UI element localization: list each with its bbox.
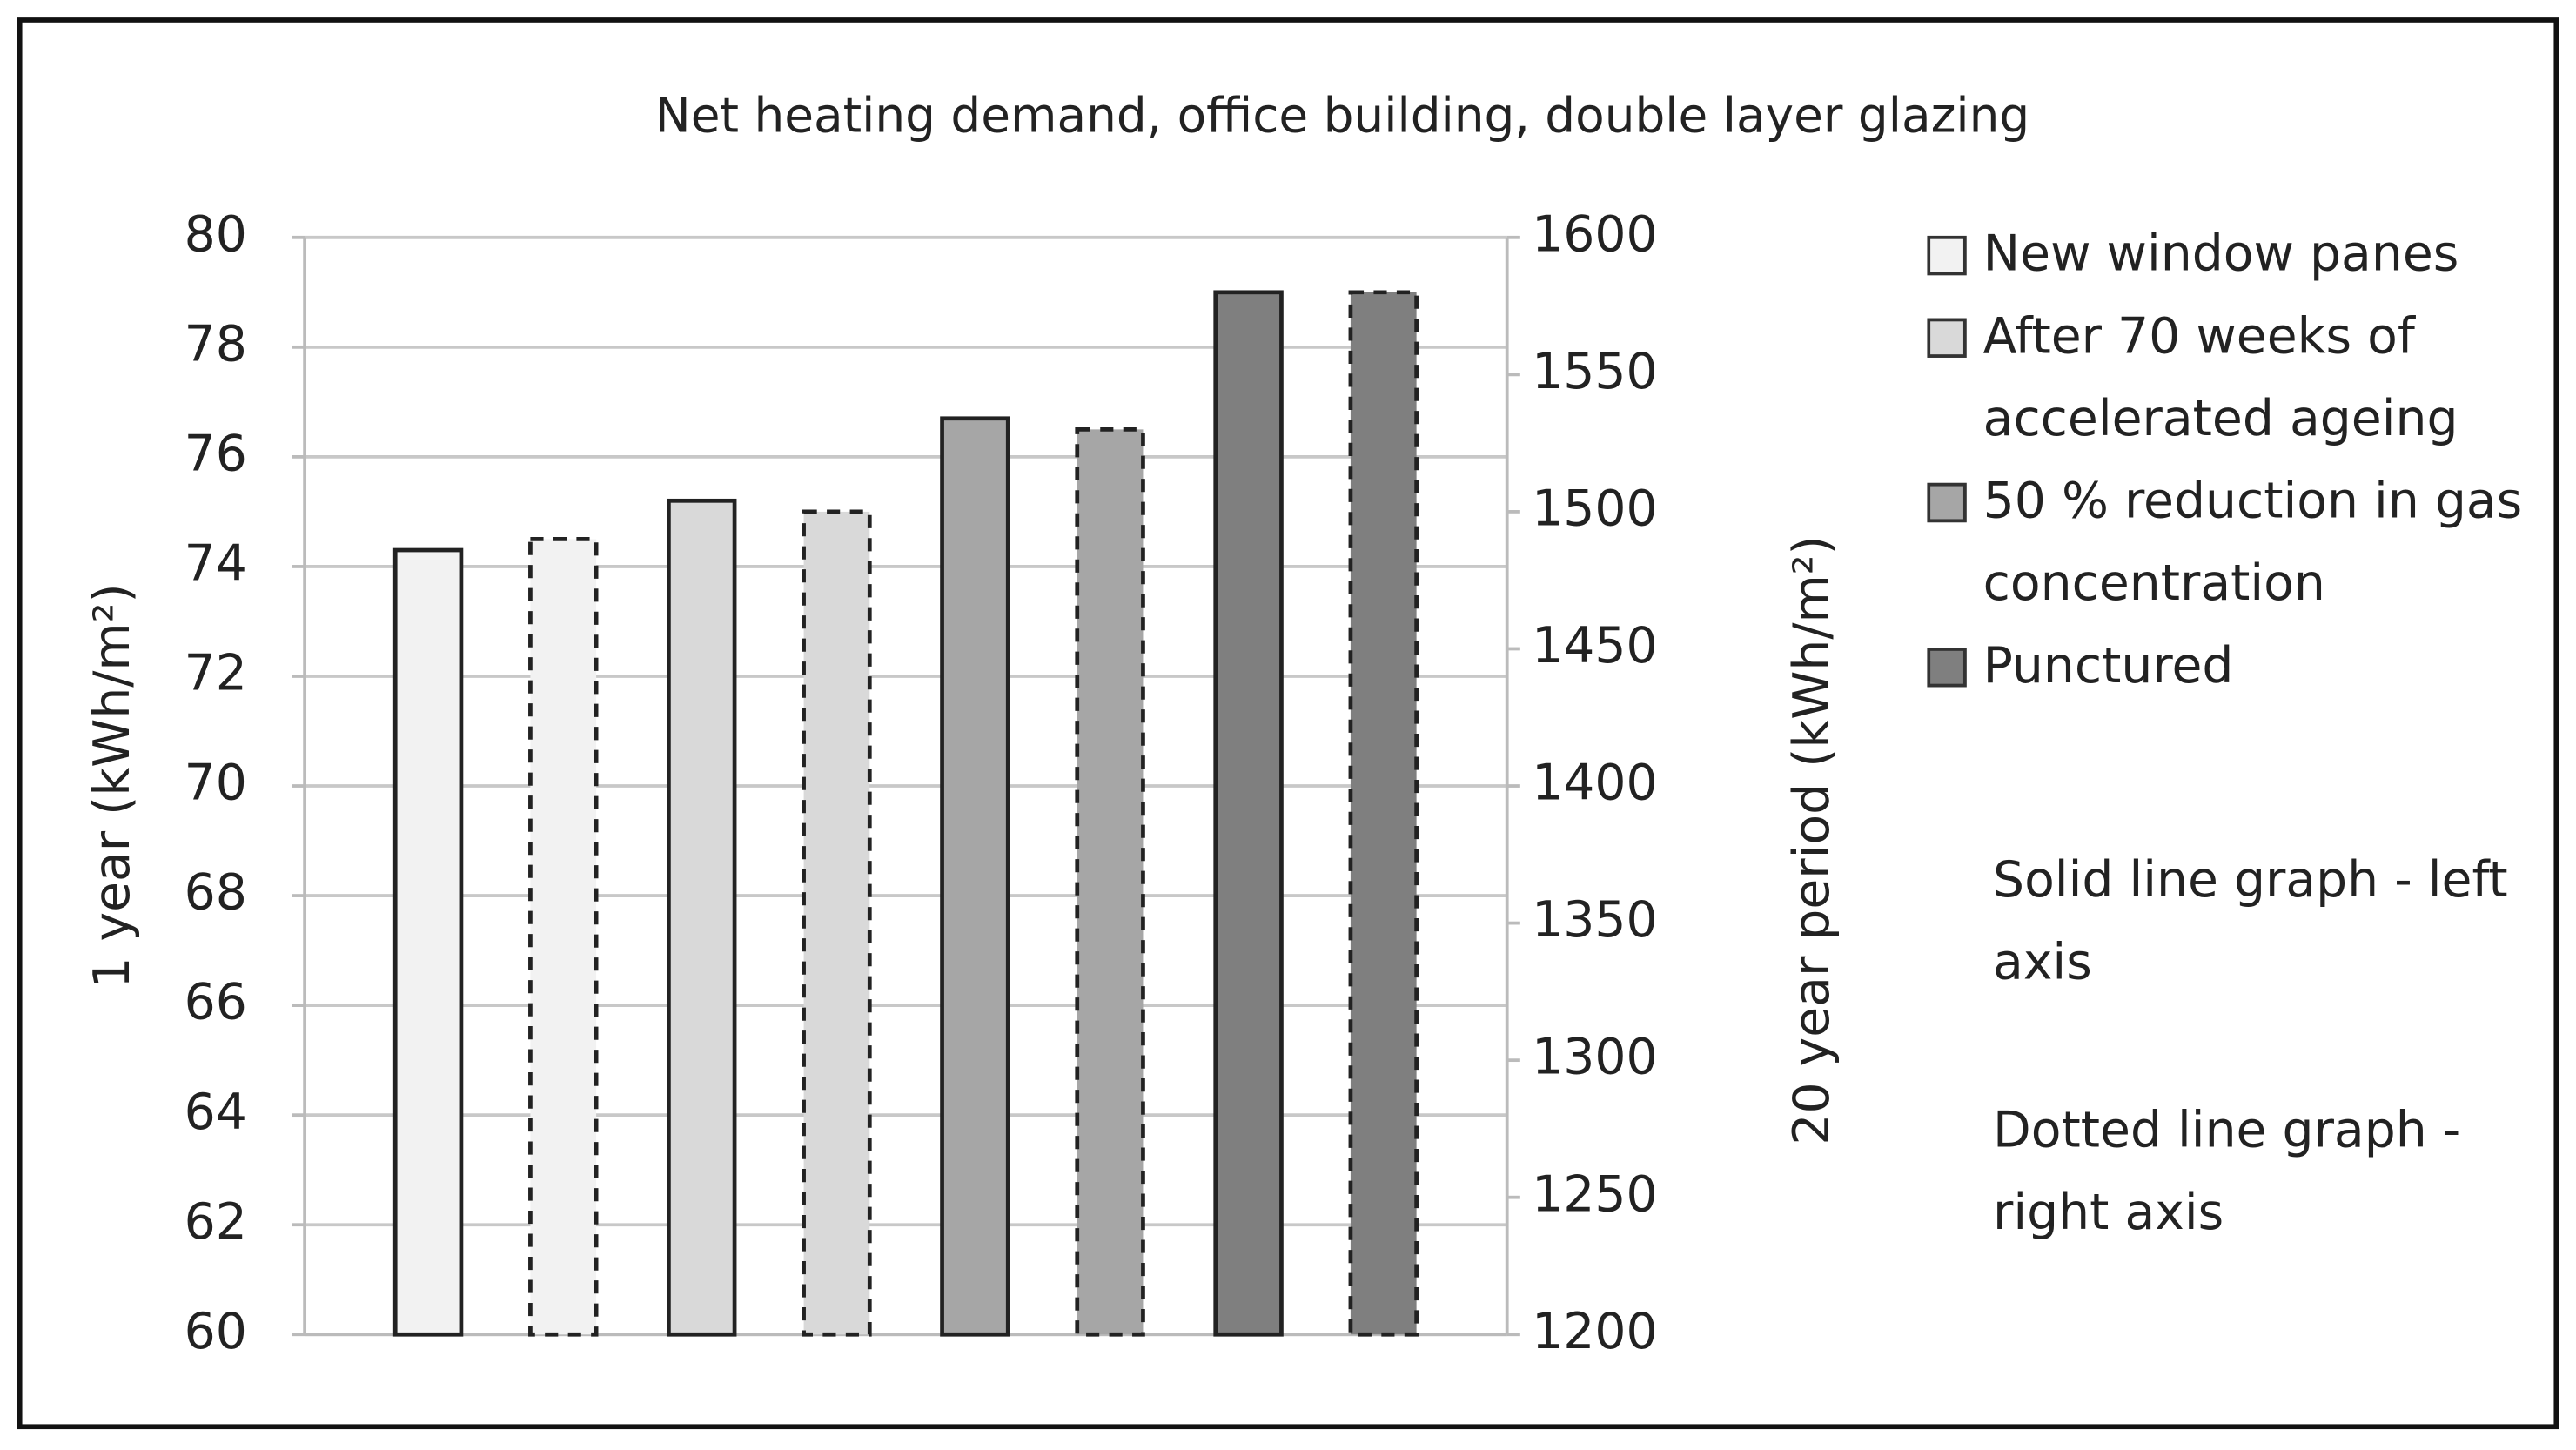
y2-tick-label: 1300 [1532,1029,1657,1086]
legend-box: New window panes After 70 weeks of accele… [1927,214,2561,1255]
note: Dotted line graph - right axis [1993,1102,2461,1243]
legend-item: Punctured [1927,626,2561,708]
y-tick-label: 74 [184,535,247,593]
bar-y2 [528,537,599,1337]
y-tick-label: 72 [184,645,247,702]
y2-tick-label: 1250 [1532,1165,1657,1223]
y2-tick-label: 1550 [1532,343,1657,400]
bar-y2 [1075,427,1145,1337]
legend-label: Punctured [1982,637,2234,695]
y2-tick-label: 1350 [1532,891,1657,949]
bar [392,547,464,1337]
y2-tick-label: 1450 [1532,617,1657,675]
chart-title: Net heating demand, office building, dou… [655,88,2030,144]
y-tick-label: 80 [184,205,247,263]
y-axis-label: 1 year (kWh/m²) [84,583,141,988]
legend-item: After 70 weeks of accelerated ageing [1927,297,2561,461]
y-tick-label: 76 [184,425,247,482]
legend-label: 50 % reduction in gas concentration [1982,473,2523,614]
legend-swatch [1927,648,1967,688]
legend-swatch [1927,318,1967,358]
legend-label: After 70 weeks of accelerated ageing [1982,308,2459,449]
y2-axis-label: 20 year period (kWh/m²) [1783,535,1841,1145]
legend-swatch [1927,235,1967,276]
legend: New window panes After 70 weeks of accele… [1927,214,2561,1255]
bar-y2 [802,509,872,1337]
bar [667,498,737,1337]
y2-tick-label: 1200 [1532,1303,1657,1360]
y-tick-label: 70 [184,755,247,812]
y2-tick-label: 1500 [1532,480,1657,538]
legend-swatch [1927,482,1967,523]
y-tick-label: 64 [184,1084,247,1141]
y-tick-label: 68 [184,864,247,922]
legend-item: New window panes [1927,214,2561,297]
legend-label: New window panes [1982,225,2459,284]
bar [1213,290,1284,1337]
legend-item: 50 % reduction in gas concentration [1927,461,2561,626]
note: Solid line graph - left axis [1993,851,2508,992]
y-tick-label: 66 [184,974,247,1031]
y-tick-label: 60 [184,1303,247,1360]
y2-tick-label: 1400 [1532,755,1657,812]
y2-tick-label: 1600 [1532,205,1657,263]
bar-y2 [1348,290,1419,1337]
y-tick-label: 78 [184,315,247,373]
y-tick-label: 62 [184,1193,247,1251]
bar [940,416,1010,1337]
